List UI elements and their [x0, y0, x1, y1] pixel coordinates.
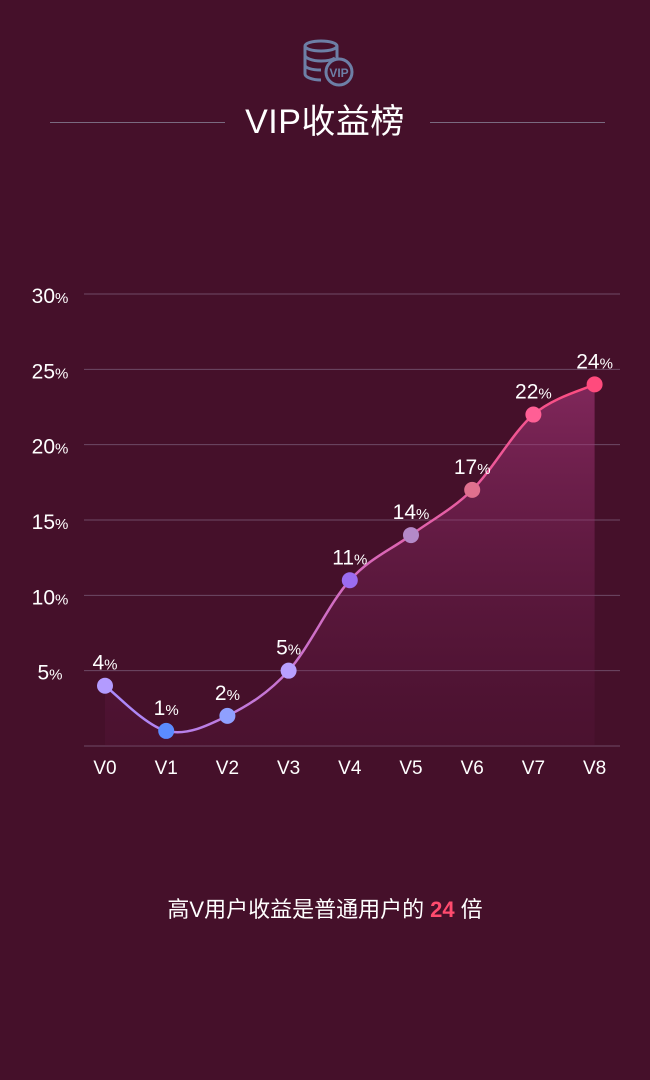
- data-point: [219, 707, 236, 724]
- vip-database-icon: VIP: [303, 39, 354, 87]
- data-point: [341, 572, 358, 589]
- x-tick-label: V7: [522, 758, 545, 779]
- data-point: [97, 677, 113, 694]
- data-label: 17%: [454, 456, 491, 479]
- caption-multiplier: 24: [430, 897, 455, 922]
- area-fill: [105, 384, 595, 746]
- vip-badge-text: VIP: [329, 66, 348, 80]
- data-points: [97, 376, 603, 739]
- data-point: [403, 527, 419, 544]
- area-path: [105, 384, 595, 746]
- data-label: 11%: [332, 546, 367, 569]
- data-label: 22%: [515, 381, 552, 404]
- data-point: [464, 481, 481, 498]
- data-label: 14%: [393, 501, 430, 524]
- y-tick-label: 25%: [32, 360, 69, 383]
- data-label: 24%: [576, 350, 613, 373]
- header: VIP VIP收益榜: [0, 0, 650, 160]
- x-axis-ticks: V0 V1 V2 V3 V4 V5 V6 V7 V8: [93, 758, 606, 779]
- title-divider-right: [430, 122, 605, 123]
- x-tick-label: V2: [216, 758, 239, 779]
- y-tick-label: 30%: [32, 285, 69, 308]
- y-axis-ticks: 5% 10% 15% 20% 25% 30%: [32, 285, 69, 685]
- title-row: VIP收益榜: [0, 98, 650, 148]
- data-label: 5%: [276, 637, 301, 660]
- y-tick-label: 20%: [32, 436, 69, 459]
- page-title: VIP收益榜: [245, 103, 405, 141]
- x-tick-label: V4: [338, 758, 362, 779]
- data-labels: 4% 1% 2% 5% 11% 14% 17% 22% 24%: [92, 350, 612, 720]
- data-point: [158, 722, 175, 739]
- title-divider-left: [50, 122, 225, 123]
- data-label: 4%: [92, 652, 117, 675]
- data-point: [586, 376, 603, 393]
- y-tick-label: 10%: [32, 586, 69, 609]
- x-tick-label: V8: [583, 758, 606, 779]
- data-point: [525, 406, 542, 423]
- data-label: 1%: [154, 697, 179, 720]
- data-point: [280, 662, 297, 679]
- y-tick-label: 15%: [32, 511, 69, 534]
- x-tick-label: V5: [399, 758, 422, 779]
- y-tick-label: 5%: [37, 662, 62, 685]
- x-tick-label: V6: [461, 758, 484, 779]
- x-tick-label: V0: [93, 758, 116, 779]
- x-tick-label: V3: [277, 758, 300, 779]
- x-tick-label: V1: [155, 758, 178, 779]
- data-label: 2%: [215, 682, 240, 705]
- caption-suffix: 倍: [460, 897, 483, 922]
- caption-prefix: 高V用户收益是普通用户的: [167, 897, 425, 922]
- summary-caption: 高V用户收益是普通用户的 24 倍: [0, 894, 650, 926]
